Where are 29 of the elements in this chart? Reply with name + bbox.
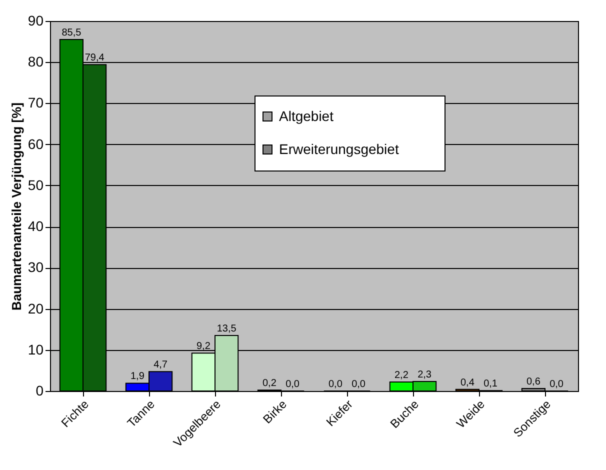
data-label: 79,4 bbox=[84, 52, 105, 64]
data-label: 0,0 bbox=[352, 379, 366, 390]
y-tick-label: 50 bbox=[28, 176, 44, 193]
legend-label: Altgebiet bbox=[279, 108, 334, 124]
y-tick-label: 60 bbox=[28, 136, 44, 152]
y-tick-label: 90 bbox=[28, 12, 44, 28]
data-label: 0,0 bbox=[328, 379, 343, 390]
y-tick-label: 40 bbox=[28, 218, 44, 234]
data-label: 0,6 bbox=[526, 376, 541, 388]
y-axis-title: Baumartenanteile Verjüngung [%] bbox=[8, 102, 24, 311]
data-label: 85,5 bbox=[62, 28, 82, 38]
data-label: 0,0 bbox=[286, 379, 300, 390]
data-label: 0,1 bbox=[484, 378, 498, 390]
data-label: 1,9 bbox=[130, 371, 145, 382]
y-tick-label: 10 bbox=[28, 341, 44, 358]
y-tick-label: 20 bbox=[28, 300, 44, 316]
data-label: 2,3 bbox=[418, 370, 432, 381]
y-tick-label: 80 bbox=[28, 54, 44, 70]
data-label: 0,0 bbox=[550, 379, 564, 390]
data-label: 0,2 bbox=[262, 378, 277, 390]
data-label: 4,7 bbox=[154, 360, 168, 371]
y-tick-label: 70 bbox=[28, 94, 44, 111]
y-tick-label: 30 bbox=[28, 259, 44, 276]
data-label: 13,5 bbox=[216, 324, 237, 334]
data-label: 9,2 bbox=[196, 341, 211, 352]
data-label: 0,4 bbox=[460, 377, 475, 388]
y-tick-label: 0 bbox=[36, 382, 44, 398]
data-label: 2,2 bbox=[394, 370, 409, 381]
legend-label: Erweiterungsgebiet bbox=[279, 141, 399, 157]
